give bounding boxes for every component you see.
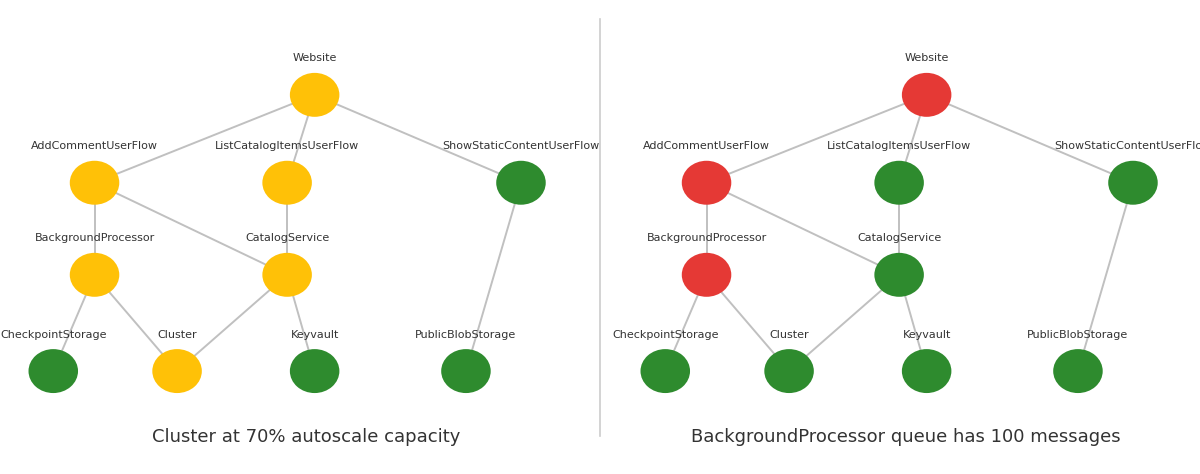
Text: ListCatalogItemsUserFlow: ListCatalogItemsUserFlow: [215, 141, 359, 151]
Ellipse shape: [682, 161, 731, 205]
Ellipse shape: [1109, 161, 1158, 205]
Text: BackgroundProcessor queue has 100 messages: BackgroundProcessor queue has 100 messag…: [691, 428, 1121, 446]
Ellipse shape: [263, 253, 312, 297]
Ellipse shape: [290, 349, 340, 393]
Text: ListCatalogItemsUserFlow: ListCatalogItemsUserFlow: [827, 141, 971, 151]
Text: CheckpointStorage: CheckpointStorage: [0, 330, 107, 340]
Ellipse shape: [641, 349, 690, 393]
Text: CheckpointStorage: CheckpointStorage: [612, 330, 719, 340]
Ellipse shape: [902, 349, 952, 393]
Text: Website: Website: [293, 54, 337, 64]
Ellipse shape: [497, 161, 546, 205]
Ellipse shape: [70, 161, 119, 205]
Text: PublicBlobStorage: PublicBlobStorage: [1027, 330, 1128, 340]
Text: Cluster: Cluster: [157, 330, 197, 340]
Ellipse shape: [1054, 349, 1103, 393]
Ellipse shape: [70, 253, 119, 297]
Ellipse shape: [902, 73, 952, 117]
Ellipse shape: [29, 349, 78, 393]
Ellipse shape: [875, 253, 924, 297]
Ellipse shape: [263, 161, 312, 205]
Text: BackgroundProcessor: BackgroundProcessor: [35, 233, 155, 244]
Text: Website: Website: [905, 54, 949, 64]
Ellipse shape: [152, 349, 202, 393]
Text: CatalogService: CatalogService: [857, 233, 941, 244]
Text: AddCommentUserFlow: AddCommentUserFlow: [31, 141, 158, 151]
Text: ShowStaticContentUserFlow: ShowStaticContentUserFlow: [1055, 141, 1200, 151]
Ellipse shape: [764, 349, 814, 393]
Text: Cluster: Cluster: [769, 330, 809, 340]
Ellipse shape: [875, 161, 924, 205]
Ellipse shape: [290, 73, 340, 117]
Ellipse shape: [442, 349, 491, 393]
Text: PublicBlobStorage: PublicBlobStorage: [415, 330, 516, 340]
Text: ShowStaticContentUserFlow: ShowStaticContentUserFlow: [443, 141, 600, 151]
Text: Keyvault: Keyvault: [902, 330, 950, 340]
Text: Keyvault: Keyvault: [290, 330, 338, 340]
Text: CatalogService: CatalogService: [245, 233, 329, 244]
Text: BackgroundProcessor: BackgroundProcessor: [647, 233, 767, 244]
Ellipse shape: [682, 253, 731, 297]
Text: AddCommentUserFlow: AddCommentUserFlow: [643, 141, 770, 151]
Text: Cluster at 70% autoscale capacity: Cluster at 70% autoscale capacity: [152, 428, 460, 446]
